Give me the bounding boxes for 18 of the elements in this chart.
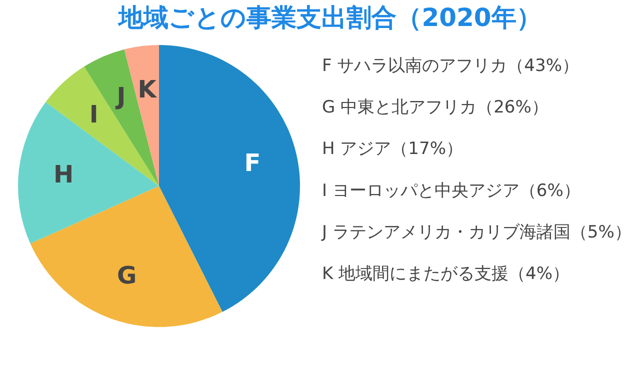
- slice-label: G: [116, 261, 137, 290]
- pie-slice: [46, 66, 159, 186]
- category-label: I ヨーロッパと中央アジア（6%）: [322, 180, 580, 201]
- category-label: J ラテンアメリカ・カリブ海諸国（5%）: [322, 222, 632, 242]
- slice-label: I: [89, 100, 98, 129]
- pie-slice: [30, 186, 222, 327]
- slice-label: F: [244, 148, 261, 177]
- slice-label: H: [54, 160, 74, 189]
- slice-label: K: [138, 76, 158, 104]
- chart-title: 地域ごとの事業支出割合（2020年）: [118, 3, 542, 32]
- pie-slice: [84, 49, 159, 186]
- category-label: H アジア（17%）: [322, 139, 463, 160]
- pie-slice: [159, 45, 300, 312]
- category-label: F サハラ以南のアフリカ（43%）: [322, 56, 579, 76]
- slice-label: J: [114, 82, 126, 111]
- category-label: G 中東と北アフリカ（26%）: [322, 98, 548, 118]
- pie-slice: [124, 45, 159, 186]
- category-label: K 地域間にまたがる支援（4%）: [322, 264, 570, 284]
